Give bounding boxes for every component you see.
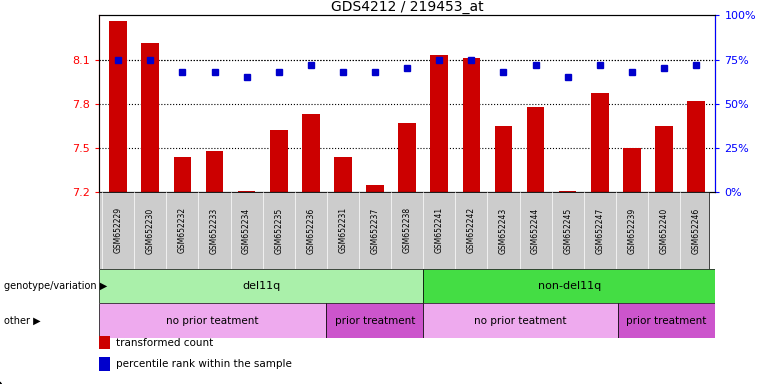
Title: GDS4212 / 219453_at: GDS4212 / 219453_at bbox=[331, 0, 483, 14]
Bar bbox=[174, 157, 191, 192]
Text: non-del11q: non-del11q bbox=[538, 281, 601, 291]
Text: GSM652231: GSM652231 bbox=[339, 207, 348, 253]
Bar bbox=[366, 185, 384, 192]
Bar bbox=[99, 303, 326, 338]
Bar bbox=[618, 303, 715, 338]
Bar bbox=[423, 269, 715, 303]
Text: transformed count: transformed count bbox=[116, 338, 213, 348]
Bar bbox=[591, 93, 609, 192]
Text: GSM652247: GSM652247 bbox=[595, 207, 604, 253]
Text: GSM652232: GSM652232 bbox=[178, 207, 187, 253]
Bar bbox=[655, 126, 673, 192]
Text: prior treatment: prior treatment bbox=[626, 316, 707, 326]
Bar bbox=[110, 21, 127, 192]
Text: GSM652235: GSM652235 bbox=[274, 207, 283, 253]
Text: percentile rank within the sample: percentile rank within the sample bbox=[116, 359, 291, 369]
Bar bbox=[527, 107, 544, 192]
Text: GSM652234: GSM652234 bbox=[242, 207, 251, 253]
Text: GSM652242: GSM652242 bbox=[466, 207, 476, 253]
Bar bbox=[237, 190, 256, 192]
Text: GSM652241: GSM652241 bbox=[435, 207, 444, 253]
Text: GSM652229: GSM652229 bbox=[113, 207, 123, 253]
Text: del11q: del11q bbox=[242, 281, 280, 291]
Text: GSM652236: GSM652236 bbox=[307, 207, 315, 253]
Bar bbox=[559, 190, 577, 192]
Bar bbox=[270, 130, 288, 192]
Bar bbox=[99, 269, 423, 303]
Text: prior treatment: prior treatment bbox=[335, 316, 415, 326]
Bar bbox=[623, 148, 641, 192]
Bar bbox=[326, 303, 423, 338]
Text: no prior teatment: no prior teatment bbox=[166, 316, 259, 326]
Text: GSM652240: GSM652240 bbox=[660, 207, 668, 253]
Bar bbox=[142, 43, 159, 192]
Text: GSM652230: GSM652230 bbox=[146, 207, 154, 253]
Text: GSM652244: GSM652244 bbox=[531, 207, 540, 253]
Text: GSM652237: GSM652237 bbox=[371, 207, 380, 253]
Text: GSM652238: GSM652238 bbox=[403, 207, 412, 253]
Text: GSM652246: GSM652246 bbox=[692, 207, 701, 253]
Bar bbox=[495, 126, 512, 192]
Text: GSM652233: GSM652233 bbox=[210, 207, 219, 253]
Text: genotype/variation ▶: genotype/variation ▶ bbox=[4, 281, 107, 291]
Bar bbox=[431, 55, 448, 192]
Bar bbox=[205, 151, 223, 192]
Text: GSM652239: GSM652239 bbox=[627, 207, 636, 253]
Text: GSM652245: GSM652245 bbox=[563, 207, 572, 253]
Bar bbox=[423, 303, 618, 338]
Bar bbox=[398, 123, 416, 192]
Text: GSM652243: GSM652243 bbox=[499, 207, 508, 253]
Bar bbox=[463, 58, 480, 192]
Text: other ▶: other ▶ bbox=[4, 316, 40, 326]
Bar bbox=[302, 114, 320, 192]
Bar bbox=[687, 101, 705, 192]
Bar bbox=[334, 157, 352, 192]
Text: no prior teatment: no prior teatment bbox=[474, 316, 567, 326]
